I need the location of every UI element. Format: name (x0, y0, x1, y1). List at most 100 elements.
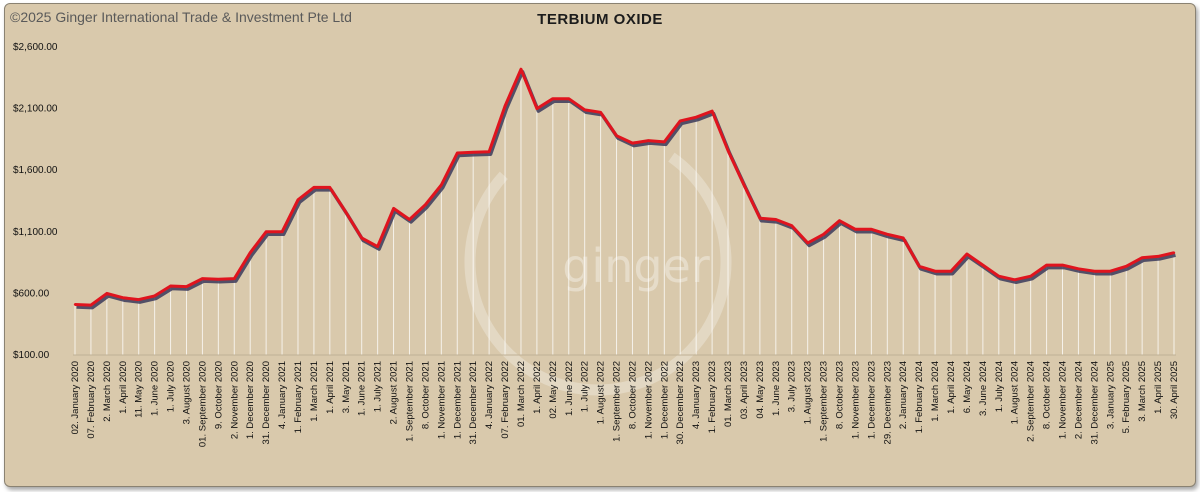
data-point (312, 186, 316, 189)
data-points (73, 67, 1176, 307)
data-point (567, 97, 570, 100)
x-tick-label: 1. November 2021 (436, 361, 447, 439)
data-point (886, 233, 889, 236)
data-point (631, 141, 634, 145)
x-tick-label: 1. September 2022 (612, 361, 623, 442)
drop-lines (73, 69, 1176, 356)
data-point (965, 252, 969, 256)
data-point (169, 284, 172, 288)
x-tick-label: 8. October 2023 (835, 361, 846, 429)
y-tick-label: $2,100.00 (13, 104, 58, 115)
data-point (201, 277, 204, 280)
x-tick-label: 3. January 2025 (1105, 361, 1116, 429)
data-point (296, 198, 300, 201)
x-tick-label: 1. April 2025 (1153, 361, 1164, 414)
x-tick-label: 2. December 2024 (1073, 361, 1084, 439)
x-tick-label: 1. April 2022 (532, 361, 543, 414)
data-point (1156, 255, 1160, 258)
data-point (1013, 278, 1016, 282)
data-point (535, 107, 539, 110)
data-point (1045, 263, 1048, 267)
data-point (503, 104, 507, 108)
data-point (917, 265, 921, 268)
x-tick-label: 2. January 2024 (898, 361, 909, 429)
data-point (249, 251, 252, 254)
x-tick-label: 5. February 2025 (1121, 361, 1132, 433)
x-tick-label: 01. March 2022 (516, 361, 527, 427)
data-point (694, 116, 698, 119)
x-tick-label: 07. February 2022 (500, 361, 511, 439)
data-point (1029, 274, 1032, 278)
x-tick-label: 8. October 2024 (1042, 361, 1053, 429)
data-point (838, 219, 841, 222)
data-point (137, 298, 140, 301)
data-point (790, 224, 793, 227)
x-tick-label: 03. April 2023 (739, 361, 750, 419)
x-tick-label: 1. December 2023 (866, 361, 877, 439)
data-point (806, 241, 809, 245)
x-tick-label: 29. December 2023 (882, 361, 893, 444)
x-tick-label: 1. June 2023 (771, 361, 782, 416)
chart-frame (4, 3, 1196, 487)
data-point (774, 218, 778, 221)
copyright-notice: ©2025 Ginger International Trade & Inves… (10, 9, 352, 25)
x-tick-label: 3. March 2025 (1137, 361, 1148, 422)
data-point (758, 217, 762, 220)
x-tick-label: 31. December 2021 (468, 361, 479, 444)
x-tick-label: 2. March 2020 (102, 361, 113, 422)
watermark-text: ginger (562, 239, 710, 293)
series-line (74, 67, 1175, 307)
data-point (73, 303, 77, 306)
data-point (726, 149, 730, 152)
x-tick-label: 1. September 2021 (404, 361, 415, 442)
data-point (551, 97, 555, 100)
data-point (264, 230, 268, 233)
y-tick-label: $600.00 (13, 288, 50, 299)
x-tick-label: 07. February 2020 (86, 361, 97, 439)
x-tick-label: 8. October 2021 (420, 361, 431, 429)
x-tick-label: 4. January 2023 (691, 361, 702, 429)
x-tick-label: 1. September 2023 (819, 361, 830, 442)
data-point (440, 183, 443, 187)
x-tick-label: 2. September 2024 (1026, 361, 1037, 442)
data-point (933, 270, 937, 273)
data-point (471, 151, 475, 154)
x-tick-label: 1. November 2022 (643, 361, 654, 439)
data-point (949, 270, 953, 273)
data-point (710, 109, 714, 113)
x-tick-label: 1. December 2022 (659, 361, 670, 439)
x-tick-label: 1. June 2022 (564, 361, 575, 416)
x-tick-label: 04. May 2023 (755, 361, 766, 419)
data-point (360, 236, 363, 240)
data-point (376, 245, 379, 248)
x-tick-label: 31. December 2024 (1089, 361, 1100, 444)
data-point (344, 210, 347, 214)
data-point (185, 285, 188, 288)
x-tick-label: 1. April 2021 (325, 361, 336, 414)
y-tick-label: $2,600.00 (13, 42, 58, 53)
x-tick-label: 1. April 2024 (946, 361, 957, 414)
x-tick-label: 11. May 2020 (134, 361, 145, 418)
x-tick-label: 1. August 2023 (803, 361, 814, 424)
data-point (392, 207, 395, 210)
x-tick-label: 1. April 2020 (118, 361, 129, 414)
data-point (89, 303, 93, 307)
x-tick-label: 1. March 2021 (309, 361, 320, 422)
x-tick-label: 3. August 2020 (181, 361, 192, 424)
data-point (121, 296, 124, 299)
y-tick-label: $1,100.00 (13, 227, 58, 238)
data-point (854, 228, 857, 231)
data-point (1077, 267, 1080, 270)
data-point (615, 134, 618, 137)
x-tick-label: 1. February 2024 (914, 361, 925, 433)
x-tick-label: 1. July 2020 (166, 361, 177, 412)
x-tick-label: 30. April 2025 (1169, 361, 1180, 419)
data-point (233, 277, 236, 280)
price-series (74, 67, 1176, 310)
x-tick-label: 1. March 2024 (930, 361, 941, 422)
x-tick-label: 3. June 2024 (978, 361, 989, 416)
chart-title: TERBIUM OXIDE (537, 11, 663, 28)
data-point (328, 186, 332, 189)
data-point (599, 111, 602, 114)
x-tick-label: 1. November 2023 (850, 361, 861, 439)
